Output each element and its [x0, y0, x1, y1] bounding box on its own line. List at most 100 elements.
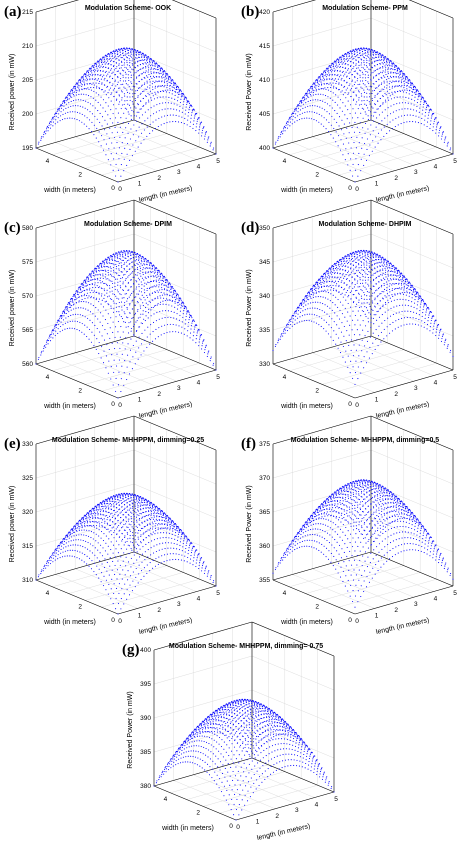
surface-point — [196, 324, 198, 327]
surface-point — [86, 326, 88, 328]
surface-point — [296, 120, 298, 122]
surface-point — [346, 127, 348, 129]
surface-point — [155, 275, 157, 277]
surface-point — [147, 281, 149, 283]
surface-point — [173, 84, 175, 86]
surface-point — [338, 135, 340, 137]
surface-point — [122, 52, 124, 54]
surface-point — [92, 78, 94, 80]
surface-point — [59, 331, 61, 333]
surface-point — [354, 76, 356, 79]
surface-point — [356, 329, 358, 331]
surface-point — [140, 142, 142, 144]
surface-point — [132, 299, 134, 301]
surface-point — [120, 258, 122, 260]
surface-point — [74, 87, 76, 89]
surface-point — [172, 114, 174, 116]
surface-point — [86, 125, 88, 127]
surface-point — [411, 94, 413, 96]
surface-point — [67, 106, 69, 108]
surface-point — [70, 306, 72, 308]
surface-point — [179, 303, 181, 305]
surface-point — [401, 84, 403, 86]
surface-point — [95, 291, 97, 294]
surface-point — [200, 334, 203, 336]
surface-point — [281, 130, 283, 132]
surface-point — [398, 85, 401, 87]
surface-point — [190, 315, 192, 317]
surface-point — [333, 267, 335, 269]
surface-point — [283, 328, 286, 330]
surface-point — [111, 257, 113, 259]
surface-point — [361, 137, 363, 139]
surface-point — [145, 103, 147, 105]
surface-point — [162, 90, 164, 92]
z-tick-label: 410 — [259, 77, 270, 84]
surface-point — [317, 83, 319, 85]
surface-point — [367, 77, 369, 79]
surface-point — [362, 282, 364, 284]
surface-point — [418, 296, 420, 298]
surface-point — [363, 367, 365, 369]
surface-point — [129, 49, 131, 51]
surface-point — [101, 346, 103, 348]
surface-point — [369, 69, 371, 71]
surface-point — [350, 306, 352, 308]
surface-point — [274, 143, 276, 145]
surface-point — [164, 108, 166, 110]
surface-point — [369, 266, 371, 269]
surface-point — [174, 290, 177, 292]
surface-point — [353, 334, 356, 336]
surface-point — [325, 278, 327, 280]
surface-point — [135, 288, 137, 290]
surface-point — [359, 252, 361, 254]
surface-point — [408, 86, 410, 88]
surface-point — [79, 321, 81, 323]
surface-point — [424, 317, 426, 319]
surface-point — [204, 135, 206, 137]
surface-point — [142, 267, 144, 269]
surface-point — [277, 340, 279, 342]
surface-point — [294, 109, 296, 111]
surface-point — [406, 76, 408, 78]
surface-point — [135, 140, 137, 142]
surface-point — [405, 299, 407, 301]
surface-point — [63, 105, 65, 107]
surface-point — [109, 327, 111, 329]
surface-point — [341, 71, 343, 74]
surface-point — [406, 89, 408, 91]
surface-point — [381, 314, 383, 316]
surface-point — [347, 366, 349, 368]
surface-point — [313, 90, 315, 92]
surface-point — [99, 331, 101, 333]
surface-point — [184, 113, 186, 115]
surface-point — [403, 289, 405, 291]
surface-point — [169, 291, 171, 293]
surface-point — [89, 319, 91, 321]
surface-point — [336, 80, 338, 82]
surface-point — [139, 254, 141, 256]
surface-point — [287, 323, 289, 325]
surface-point — [120, 390, 122, 393]
surface-point — [381, 264, 383, 266]
surface-point — [85, 277, 88, 279]
surface-point — [63, 315, 65, 317]
surface-point — [314, 286, 316, 288]
surface-point — [320, 84, 323, 86]
surface-point — [365, 260, 367, 262]
surface-point — [308, 299, 310, 301]
y-tick-label: 2 — [315, 171, 319, 178]
surface-point — [118, 64, 120, 66]
surface-point — [207, 351, 209, 353]
surface-point — [163, 90, 165, 93]
surface-point — [310, 91, 313, 93]
surface-point — [357, 57, 359, 59]
surface-point — [356, 289, 358, 292]
surface-point — [119, 274, 121, 277]
surface-point — [372, 342, 374, 344]
surface-point — [80, 99, 82, 101]
surface-point — [394, 92, 396, 94]
surface-point — [149, 343, 151, 345]
surface-point — [116, 255, 118, 257]
surface-point — [401, 275, 403, 277]
